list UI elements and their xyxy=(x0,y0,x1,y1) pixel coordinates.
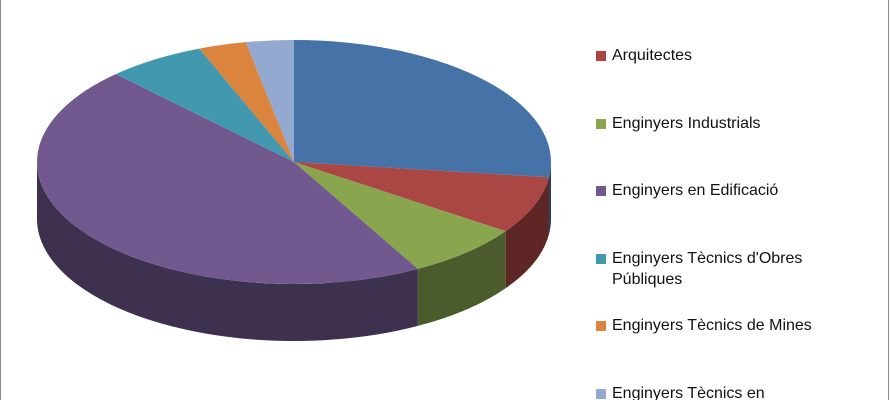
legend-marker xyxy=(596,321,606,331)
legend-item: Enginyers Industrials xyxy=(596,113,856,134)
pie-plot xyxy=(37,40,551,341)
slice-side xyxy=(505,177,549,289)
legend-label: Enginyers Industrials xyxy=(612,114,761,132)
legend-label: Enginyers Tècnics d'Obres Públiques xyxy=(612,249,803,288)
legend-marker xyxy=(596,186,606,196)
slice-side xyxy=(548,162,551,235)
legend-marker xyxy=(596,51,606,61)
legend-item: Enginyers Tècnics de Mines xyxy=(596,315,856,336)
legend-marker xyxy=(596,253,606,264)
legend-item: Arquitectes xyxy=(596,45,856,66)
legend-label: Enginyers Tècnics en xyxy=(612,384,765,400)
slice-side xyxy=(37,162,418,341)
slice-side xyxy=(417,231,506,326)
legend-marker xyxy=(596,118,606,129)
slice xyxy=(294,162,549,232)
legend-item: Enginyers en Edificació xyxy=(596,180,856,201)
slice xyxy=(115,48,294,162)
slice xyxy=(37,74,418,284)
legend-label: Enginyers Tècnics de Mines xyxy=(612,317,812,334)
legend-label: Arquitectes xyxy=(612,47,693,64)
slice xyxy=(294,162,506,269)
legend-marker xyxy=(596,388,606,399)
slice xyxy=(199,42,294,163)
legend-item: Enginyers Tècnics d'Obres Públiques xyxy=(596,248,856,290)
legend-item: Enginyers Tècnics en xyxy=(596,383,856,400)
slice xyxy=(294,40,551,178)
slice xyxy=(245,40,294,162)
legend-label: Enginyers en Edificació xyxy=(612,182,779,199)
